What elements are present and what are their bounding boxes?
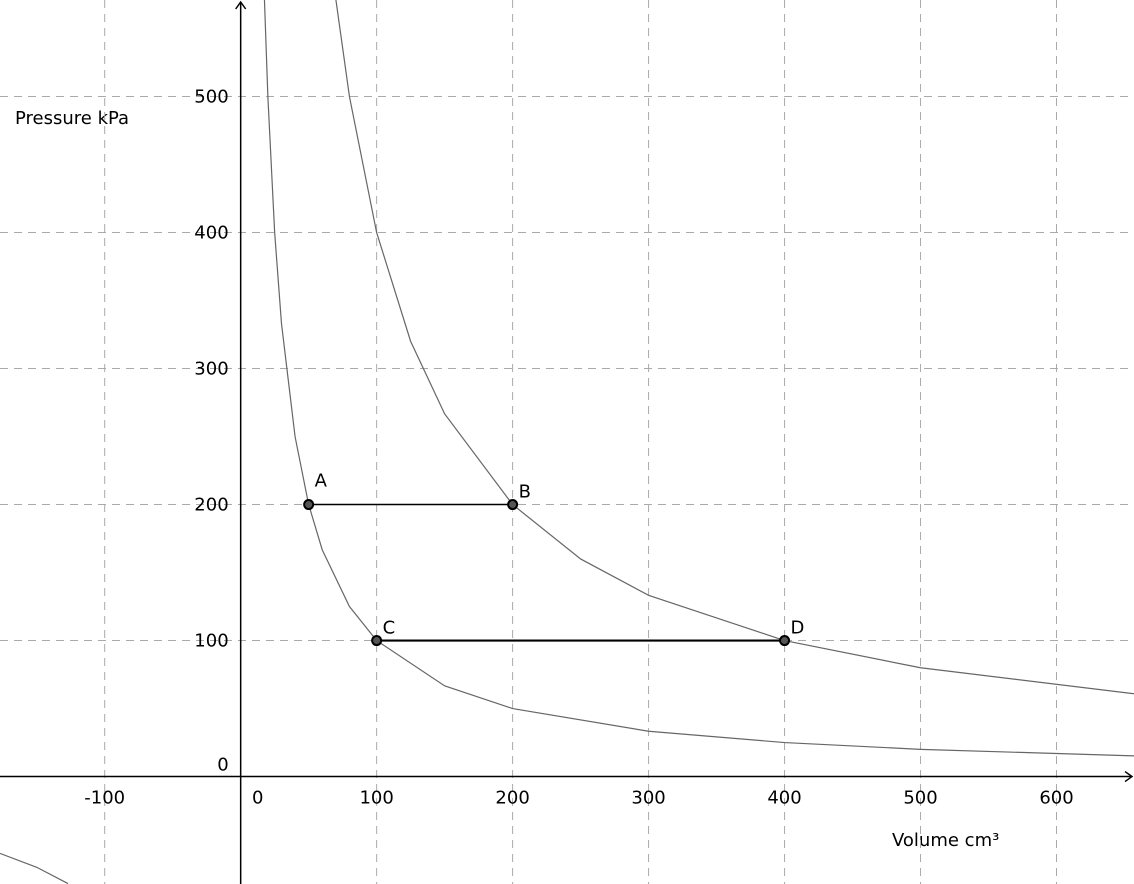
point-label: A xyxy=(315,471,328,492)
y-tick-label: 500 xyxy=(194,87,228,108)
y-tick-label: 300 xyxy=(194,359,228,380)
axis-arrow xyxy=(235,0,247,10)
x-tick-label: 100 xyxy=(359,788,393,809)
x-tick-label: 400 xyxy=(767,788,801,809)
point-label: D xyxy=(791,618,805,639)
x-tick-label: 500 xyxy=(903,788,937,809)
x-axis-label: Volume cm³ xyxy=(892,830,999,851)
x-tick-label: 200 xyxy=(495,788,529,809)
y-tick-label: 400 xyxy=(194,223,228,244)
y-tick-label: 100 xyxy=(194,631,228,652)
y-tick-label: 200 xyxy=(194,495,228,516)
axis-arrow xyxy=(1124,770,1134,783)
x-tick-label: 600 xyxy=(1039,788,1073,809)
x-tick-label: 300 xyxy=(631,788,665,809)
point xyxy=(371,635,383,647)
point-label: B xyxy=(519,482,531,503)
y-tick-label: 0 xyxy=(217,755,228,776)
point xyxy=(507,499,519,511)
curve xyxy=(335,0,1134,695)
x-tick-label: 0 xyxy=(252,788,263,809)
point-label: C xyxy=(383,618,396,639)
y-axis-label: Pressure kPa xyxy=(15,108,129,129)
x-tick-label: -100 xyxy=(84,788,125,809)
point xyxy=(779,635,791,647)
point xyxy=(303,499,315,511)
